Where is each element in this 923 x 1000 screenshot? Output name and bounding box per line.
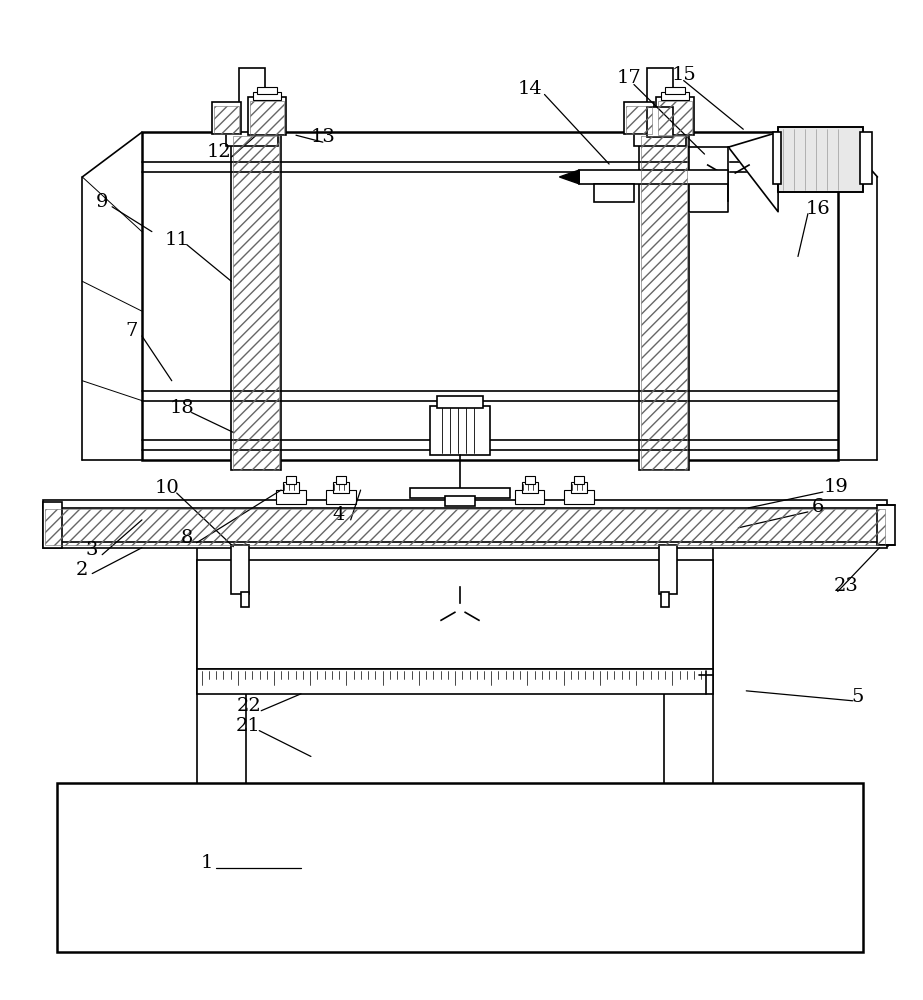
Text: 5: 5 — [851, 688, 864, 706]
Bar — [878, 505, 895, 545]
Bar — [211, 102, 241, 134]
Text: 4: 4 — [332, 506, 345, 524]
Bar — [521, 482, 537, 493]
Bar — [197, 560, 713, 669]
Text: 22: 22 — [237, 697, 261, 715]
Polygon shape — [689, 147, 728, 212]
Circle shape — [454, 603, 466, 615]
Bar — [253, 92, 282, 100]
Text: 21: 21 — [236, 717, 260, 735]
Bar — [276, 490, 306, 504]
Bar — [658, 101, 691, 135]
Bar — [574, 476, 584, 484]
Bar — [647, 107, 673, 137]
Bar — [524, 476, 534, 484]
Text: 12: 12 — [207, 143, 232, 161]
Bar — [234, 136, 279, 470]
Bar — [241, 592, 249, 607]
Bar — [580, 170, 728, 184]
Bar — [213, 106, 239, 134]
Text: 23: 23 — [833, 577, 858, 595]
Bar — [226, 132, 278, 146]
Bar — [411, 488, 509, 498]
Bar — [778, 127, 863, 192]
Bar — [594, 184, 634, 202]
Text: 14: 14 — [517, 80, 542, 98]
Text: 11: 11 — [164, 231, 189, 249]
Polygon shape — [728, 132, 778, 212]
Bar — [283, 482, 299, 493]
Bar — [626, 106, 652, 134]
Bar — [665, 87, 685, 94]
Text: 6: 6 — [811, 498, 824, 516]
Bar — [42, 502, 63, 548]
Text: 1: 1 — [200, 854, 212, 872]
Text: 16: 16 — [806, 200, 830, 218]
Bar — [647, 68, 673, 137]
Bar — [571, 482, 587, 493]
Bar — [438, 396, 483, 408]
Text: 15: 15 — [671, 66, 696, 84]
Bar — [42, 542, 887, 548]
Text: 13: 13 — [310, 128, 335, 146]
Bar — [639, 132, 689, 470]
Bar — [859, 132, 871, 184]
Text: 7: 7 — [126, 322, 138, 340]
Text: 3: 3 — [86, 541, 99, 559]
Bar — [661, 592, 669, 607]
Bar — [624, 102, 653, 134]
Bar — [333, 482, 349, 493]
Bar — [326, 490, 355, 504]
Bar — [197, 669, 713, 694]
Text: 17: 17 — [617, 69, 641, 87]
Text: 19: 19 — [823, 478, 848, 496]
Bar — [239, 68, 265, 137]
Bar — [286, 476, 296, 484]
Circle shape — [721, 169, 737, 185]
Bar — [656, 97, 693, 135]
Bar — [634, 132, 686, 146]
Text: 8: 8 — [181, 529, 193, 547]
Polygon shape — [559, 170, 580, 184]
Bar — [232, 132, 282, 470]
Bar — [430, 406, 490, 455]
Text: 10: 10 — [154, 479, 179, 497]
Bar — [336, 476, 346, 484]
Text: 18: 18 — [169, 399, 194, 417]
Text: 9: 9 — [96, 193, 108, 211]
Bar — [515, 490, 545, 504]
Bar — [57, 783, 863, 952]
Bar — [641, 136, 687, 470]
Bar — [250, 101, 284, 135]
Bar — [248, 97, 286, 135]
Bar — [42, 500, 887, 508]
Bar — [445, 496, 475, 506]
Bar — [659, 545, 677, 594]
Bar — [773, 132, 781, 184]
Bar — [258, 87, 277, 94]
Bar — [42, 505, 887, 545]
Bar — [661, 92, 689, 100]
Bar — [564, 490, 594, 504]
Bar — [232, 545, 249, 594]
Bar — [778, 127, 863, 192]
Bar — [142, 132, 838, 460]
Text: 2: 2 — [76, 561, 89, 579]
Bar — [44, 509, 885, 545]
